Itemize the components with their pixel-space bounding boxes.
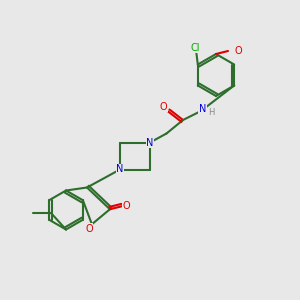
Text: O: O [123, 201, 130, 211]
Text: O: O [235, 46, 242, 56]
Text: Cl: Cl [190, 43, 200, 53]
Text: O: O [85, 224, 93, 234]
Text: N: N [116, 164, 124, 175]
Text: H: H [208, 108, 215, 117]
Text: N: N [146, 137, 154, 148]
Text: N: N [199, 104, 206, 115]
Text: O: O [160, 101, 167, 112]
